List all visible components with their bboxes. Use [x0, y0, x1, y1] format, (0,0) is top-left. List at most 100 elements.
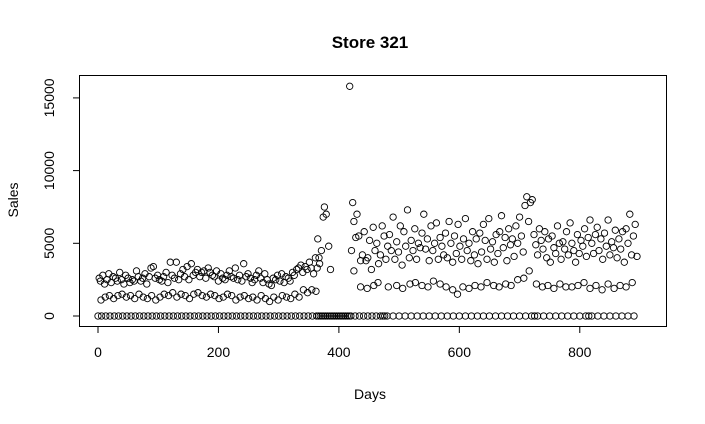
data-point [467, 257, 475, 265]
data-point [275, 312, 283, 320]
data-point [379, 312, 387, 320]
data-point [613, 254, 621, 262]
data-point [396, 222, 404, 230]
data-point [314, 235, 322, 243]
data-point [443, 254, 451, 262]
data-point [166, 258, 174, 266]
data-point [593, 223, 601, 231]
data-point [406, 280, 414, 288]
data-point [165, 312, 173, 320]
data-point [286, 277, 294, 285]
data-point [276, 277, 284, 285]
data-point [582, 252, 591, 261]
data-point [515, 213, 524, 221]
data-point [341, 312, 350, 320]
data-point [389, 213, 397, 221]
data-point [161, 312, 169, 320]
data-point [313, 264, 321, 272]
data-point [524, 217, 533, 226]
data-point [321, 312, 330, 320]
data-point [495, 283, 503, 291]
data-point [453, 290, 462, 298]
data-point [364, 254, 372, 262]
data-point [100, 280, 109, 288]
x-tick-label: 200 [207, 344, 231, 360]
data-point [97, 312, 106, 320]
data-point [445, 217, 453, 226]
data-point [503, 312, 512, 320]
data-point [314, 312, 323, 320]
data-point [190, 290, 198, 298]
data-point [131, 294, 139, 303]
y-tick-label: 15000 [41, 78, 57, 117]
data-point [220, 312, 228, 320]
data-point [490, 281, 498, 290]
data-point [244, 270, 252, 278]
data-point [431, 312, 439, 320]
data-point [477, 248, 486, 256]
data-point [420, 210, 428, 218]
data-point [178, 312, 186, 320]
data-point [580, 278, 588, 287]
data-point [332, 312, 341, 320]
data-point [508, 235, 516, 243]
data-point [452, 249, 460, 258]
data-point [430, 239, 439, 247]
data-point [185, 294, 194, 303]
data-point [598, 286, 606, 294]
data-point [398, 261, 406, 269]
data-point [267, 281, 276, 290]
data-point [138, 274, 147, 282]
data-point [347, 246, 356, 255]
data-point [336, 312, 344, 320]
data-point [490, 258, 498, 266]
data-point [365, 236, 374, 245]
data-point [521, 312, 530, 320]
data-point [580, 225, 589, 233]
data-point [308, 286, 316, 294]
data-point [149, 262, 158, 271]
data-point [199, 312, 207, 320]
data-point [253, 296, 261, 304]
data-point [350, 217, 358, 226]
data-point [156, 312, 165, 320]
data-point [459, 235, 468, 243]
data-point [94, 312, 102, 320]
data-point [309, 270, 318, 278]
data-point [152, 312, 161, 320]
data-point [533, 251, 542, 259]
y-tick-label: 0 [41, 312, 57, 320]
data-point [454, 220, 462, 229]
data-point [505, 225, 513, 233]
data-point [131, 312, 139, 320]
data-point [548, 232, 556, 240]
data-point [231, 264, 239, 272]
data-point [203, 312, 211, 320]
data-point [318, 312, 326, 320]
data-point [228, 312, 236, 320]
data-point [434, 255, 442, 263]
data-point [291, 312, 300, 320]
data-point [473, 312, 482, 320]
data-point [610, 284, 618, 293]
data-point [436, 280, 444, 288]
data-point [262, 312, 270, 320]
x-axis-label: Days [354, 386, 386, 402]
data-point [206, 290, 215, 298]
data-point [449, 312, 457, 320]
data-point [369, 223, 377, 231]
data-point [287, 294, 295, 303]
data-point [483, 278, 491, 287]
data-point [501, 233, 509, 242]
data-points [94, 82, 641, 320]
data-point [359, 312, 368, 320]
data-point [629, 232, 638, 240]
data-point [441, 229, 450, 237]
data-point [459, 283, 467, 291]
data-point [169, 289, 177, 297]
data-point [270, 312, 279, 320]
data-point [363, 284, 371, 293]
data-point [325, 242, 333, 250]
data-point [228, 291, 236, 300]
data-point [387, 246, 395, 255]
